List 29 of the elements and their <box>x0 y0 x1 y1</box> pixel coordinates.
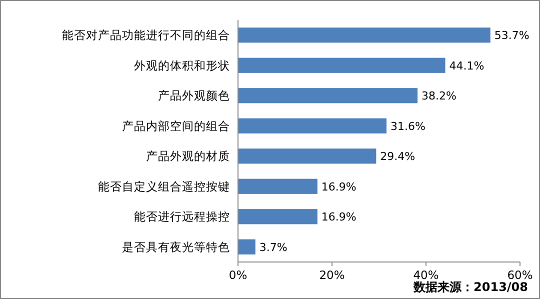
data-label: 16.9% <box>321 180 356 194</box>
y-tick-label: 是否具有夜光等特色 <box>122 240 230 254</box>
y-tick-label: 产品内部空间的组合 <box>122 118 230 133</box>
bar <box>238 178 318 194</box>
y-tick-label: 能否对产品功能进行不同的组合 <box>62 28 230 42</box>
x-tick-label: 40% <box>413 268 439 282</box>
x-tick-label: 20% <box>319 268 345 282</box>
bar <box>238 28 490 43</box>
bar <box>238 148 376 164</box>
y-tick-label: 能否进行远程操控 <box>134 210 230 224</box>
x-tick-label: 0% <box>228 268 248 282</box>
bar <box>238 58 446 73</box>
data-label: 29.4% <box>380 150 416 164</box>
bar <box>238 239 256 254</box>
bar <box>238 209 318 224</box>
data-label: 44.1% <box>449 59 484 72</box>
y-tick-label: 产品外观的材质 <box>146 149 230 164</box>
data-label: 16.9% <box>321 210 356 224</box>
data-label: 31.6% <box>390 120 426 133</box>
y-tick-label: 外观的体积和形状 <box>134 58 230 72</box>
source-note: 数据来源：2013/08 <box>412 280 528 294</box>
x-tick-label: 60% <box>507 268 533 282</box>
y-tick-label: 能否自定义组合遥控按键 <box>98 179 230 194</box>
data-label: 53.7% <box>494 29 530 42</box>
data-label: 3.7% <box>259 240 288 254</box>
y-tick-label: 产品外观颜色 <box>158 88 230 103</box>
bar <box>238 118 387 134</box>
bar <box>238 88 418 104</box>
data-label: 38.2% <box>422 90 456 103</box>
